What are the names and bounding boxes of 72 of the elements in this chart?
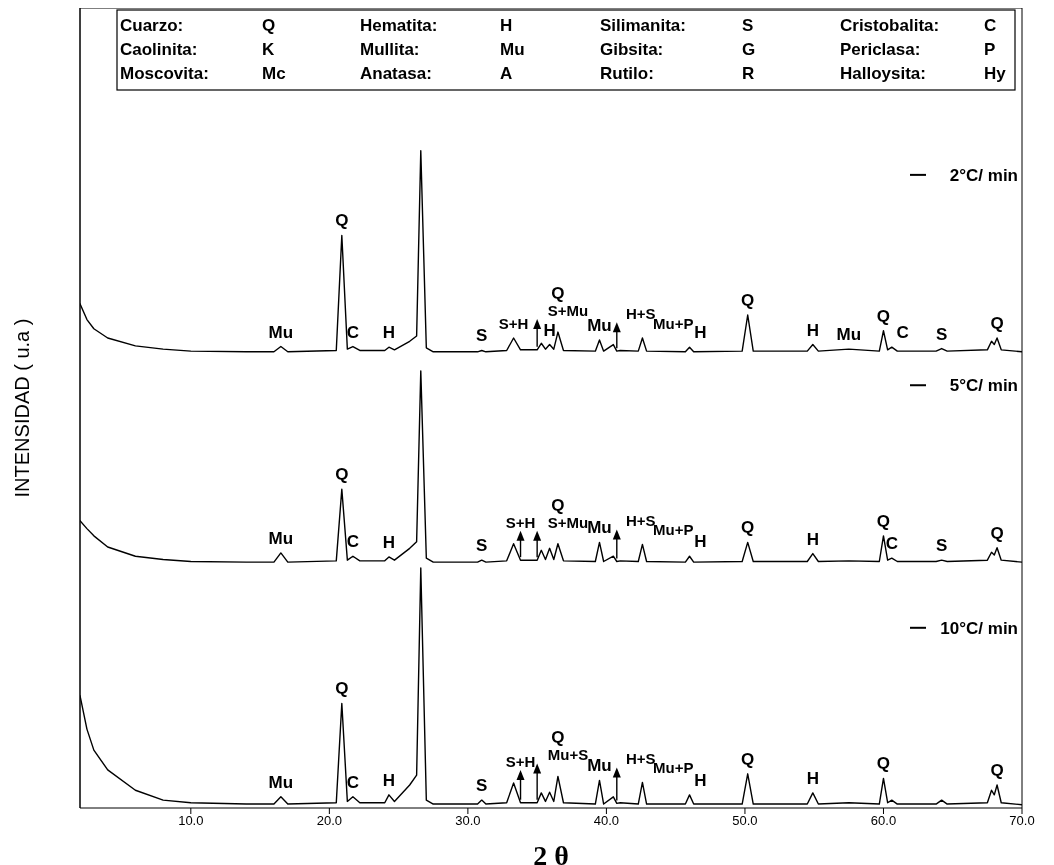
legend-label: 2°C/ min [949,165,1018,185]
annotation: Q [741,749,755,769]
annotation: S [935,536,948,556]
annotation: S+H [505,753,536,771]
annotation: Mu [587,315,612,335]
annotation: Mu [836,325,862,345]
annotation: Mu+S [547,746,589,764]
text: Periclasa: P [840,40,996,59]
text: Cristobalita: C [840,16,997,35]
annotation: H [806,768,819,788]
annotation: C [896,323,909,343]
legend-label: 5°C/ min [949,376,1018,396]
annotation: H [382,323,396,343]
annotation: Mu [587,518,612,538]
annotation: H [694,323,707,343]
x-tick-label: 50.0 [732,813,758,829]
annotation: C [346,772,360,792]
text: Silimanita: S [600,16,754,35]
annotation: S [935,324,948,344]
annotation: Q [876,511,891,531]
annotation: Mu [268,322,294,342]
annotation: H [694,770,707,790]
annotation: H [382,532,396,552]
x-tick-label: 20.0 [316,813,343,829]
annotation: Mu [268,772,294,792]
annotation: Q [551,728,565,748]
annotation: Q [335,211,349,231]
x-axis-title: 2 θ [533,840,569,865]
text: Rutilo: R [600,64,755,83]
x-tick-label: 10.0 [178,813,204,829]
annotation: H [806,529,819,549]
annotation: S+H [498,314,529,332]
annotation: Q [990,760,1004,780]
x-tick-label: 70.0 [1009,813,1035,829]
annotation: Q [876,306,891,326]
annotation: Q [335,679,349,699]
annotation: Q [551,284,565,304]
annotation: Mu [268,528,294,548]
text: Moscovita: Mc [120,64,286,83]
x-tick-label: 30.0 [455,813,481,829]
x-tick-label: 60.0 [870,813,897,829]
annotation: S [476,536,488,556]
text: Cuarzo: Q [120,16,276,35]
text: Anatasa: A [360,64,513,83]
annotation: Q [990,523,1004,543]
annotation: Q [741,518,755,538]
text: Halloysita: Hy [840,64,1006,83]
annotation: S+Mu [547,302,589,320]
annotation: Q [990,313,1004,333]
annotation: S [476,326,488,346]
text: Caolinita: K [120,40,275,59]
annotation: Q [335,465,349,485]
annotation: S+H [505,513,536,531]
y-axis-title: INTENSIDAD ( u.a ) [11,318,34,498]
text: Hematita: H [360,16,513,35]
annotation: Q [741,290,755,310]
text: Mullita: Mu [360,40,525,59]
annotation: C [346,322,360,342]
annotation: Q [876,754,891,774]
annotation: S+Mu [547,513,589,531]
annotation: H [806,320,819,340]
annotation: C [346,532,360,552]
annotation: Q [551,495,565,515]
legend-label: 10°C/ min [940,618,1018,638]
annotation: Mu [587,756,612,776]
annotation: H [543,320,556,340]
x-tick-label: 40.0 [593,813,620,829]
annotation: H [382,770,396,790]
annotation: H [694,532,707,552]
annotation: C [885,534,898,554]
annotation: S [476,776,488,796]
text: Gibsita: G [600,40,756,59]
